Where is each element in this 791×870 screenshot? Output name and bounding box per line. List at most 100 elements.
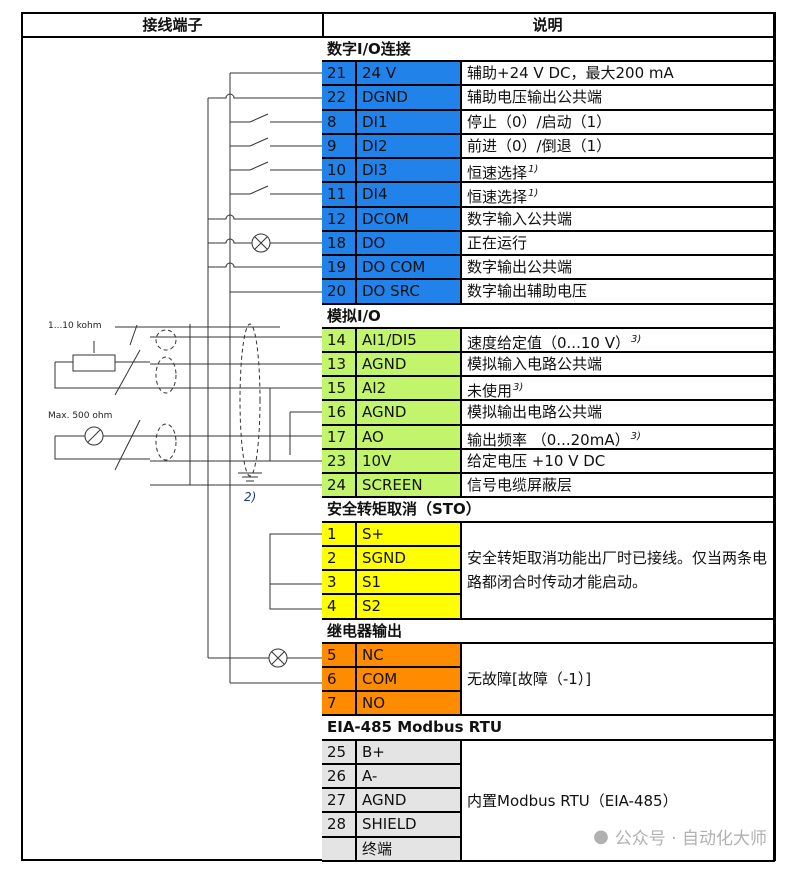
wire (208, 262, 322, 268)
terminal-number-text: 25 (327, 742, 347, 761)
footnote-ref: 1) (528, 188, 539, 200)
header-description: 说明 (322, 14, 775, 38)
terminal-name-text: DI2 (362, 136, 388, 155)
section-title-text: 模拟I/O (327, 306, 381, 325)
terminal-number: 2 (322, 546, 357, 572)
terminal-description-text: 前进（0）/倒退（1） (467, 136, 612, 155)
terminal-name-text: SCREEN (362, 476, 423, 495)
terminal-name-text: S1 (362, 573, 382, 592)
terminal-description: 数字输出辅助电压 (462, 280, 775, 305)
terminal-description-text: 数字输出辅助电压 (467, 282, 588, 301)
terminal-description: 数字输出公共端 (462, 256, 775, 281)
terminal-number-text: 19 (327, 258, 347, 277)
terminal-number: 9 (322, 134, 357, 160)
cable-shield-icon (239, 323, 261, 477)
terminal-name: B+ (357, 740, 462, 765)
terminal-number-text: 21 (327, 64, 347, 83)
terminal-number: 3 (322, 571, 357, 596)
terminal-number-text: 12 (327, 209, 347, 228)
wire (269, 388, 322, 462)
terminal-name-text: DI1 (362, 112, 388, 131)
section-title: 继电器输出 (322, 619, 775, 644)
terminal-name: S2 (357, 595, 462, 620)
wire (208, 93, 322, 99)
footnote-ref: 3) (630, 430, 641, 442)
terminal-number: 8 (322, 110, 357, 135)
terminal-name: DO SRC (357, 280, 462, 305)
section-title-text: 数字I/O连接 (327, 40, 411, 58)
terminal-name: DO (357, 231, 462, 257)
terminal-name-text: AGND (362, 791, 407, 810)
terminal-number: 13 (322, 352, 357, 378)
terminal-number: 7 (322, 692, 357, 717)
terminal-name: AO (357, 425, 462, 450)
ground-icon (238, 472, 262, 482)
terminal-description-text: 未使用 (467, 382, 513, 401)
terminal-number: 19 (322, 256, 357, 281)
terminal-number: 22 (322, 86, 357, 111)
switch-icon (249, 113, 269, 123)
header-description-text: 说明 (532, 16, 563, 34)
terminal-name: SGND (357, 546, 462, 572)
section-title-text: EIA-485 Modbus RTU (327, 718, 503, 737)
footnote-ref: 3) (630, 333, 642, 345)
terminal-number: 28 (322, 813, 357, 838)
terminal-name: 24 V (357, 62, 462, 87)
terminal-name: A- (357, 764, 462, 790)
terminal-number: 21 (322, 62, 357, 87)
terminal-number-text: 4 (327, 597, 337, 616)
terminal-number: 24 (322, 474, 357, 499)
terminal-name: AGND (357, 789, 462, 814)
terminal-number-text: 24 (327, 476, 347, 495)
wire (208, 214, 322, 220)
terminal-number-text: 3 (327, 573, 337, 592)
cable-break-icon (114, 324, 141, 471)
terminal-description-text: 辅助+24 V DC，最大200 mA (467, 64, 674, 83)
terminal-name-text: DI3 (362, 161, 388, 180)
terminal-number: 4 (322, 595, 357, 620)
terminal-name: AGND (357, 352, 462, 378)
terminal-description: 停止（0）/启动（1） (462, 110, 775, 135)
terminal-name-text: AGND (362, 354, 407, 373)
section-description: 安全转矩取消功能出厂时已接线。仅当两条电路都闭合时传动才能启动。 (462, 522, 775, 620)
lamp-icon (254, 236, 268, 250)
wire (54, 435, 150, 460)
terminal-description: 速度给定值（0...10 V）3) (462, 328, 775, 353)
wire (208, 238, 322, 244)
terminal-name: 终端 (357, 837, 462, 862)
terminal-name-text: DI4 (362, 185, 388, 204)
terminal-description: 辅助+24 V DC，最大200 mA (462, 62, 775, 87)
terminal-name-text: S2 (362, 597, 382, 616)
terminal-number: 17 (322, 425, 357, 450)
terminal-number: 16 (322, 401, 357, 426)
terminal-name-text: 10V (362, 451, 392, 470)
terminal-description: 恒速选择1) (462, 159, 775, 184)
terminal-number: 15 (322, 377, 357, 402)
terminal-name-text: NO (362, 694, 386, 713)
terminal-name: NO (357, 692, 462, 717)
terminal-name-text: DO SRC (362, 282, 420, 301)
header-terminals-text: 接线端子 (142, 16, 203, 34)
terminal-number: 6 (322, 667, 357, 693)
terminal-number: 20 (322, 280, 357, 305)
terminal-name: SCREEN (357, 474, 462, 499)
watermark-text: 公众号 · 自动化大师 (614, 829, 767, 849)
cable-shield-icon (155, 423, 177, 461)
terminal-name-text: A- (362, 766, 378, 785)
terminal-name-text: B+ (362, 742, 385, 761)
terminal-name: DCOM (357, 207, 462, 232)
terminal-number-text: 14 (327, 330, 347, 349)
terminal-description: 模拟输出电路公共端 (462, 401, 775, 426)
terminal-number-text: 16 (327, 403, 347, 422)
terminal-name-text: 终端 (362, 839, 393, 858)
wechat-icon: ● (593, 826, 609, 847)
section-description: 无故障[故障（-1）] (462, 643, 775, 717)
cable-shield-icon (155, 329, 177, 351)
section-description-text: 内置Modbus RTU（EIA-485） (467, 791, 678, 810)
terminal-description-text: 输出频率 （0...20mA） (467, 430, 630, 449)
meter-icon (87, 429, 101, 443)
terminal-name-text: DO COM (362, 258, 426, 277)
terminal-description: 前进（0）/倒退（1） (462, 134, 775, 160)
terminal-description-text: 信号电缆屏蔽层 (467, 476, 573, 495)
